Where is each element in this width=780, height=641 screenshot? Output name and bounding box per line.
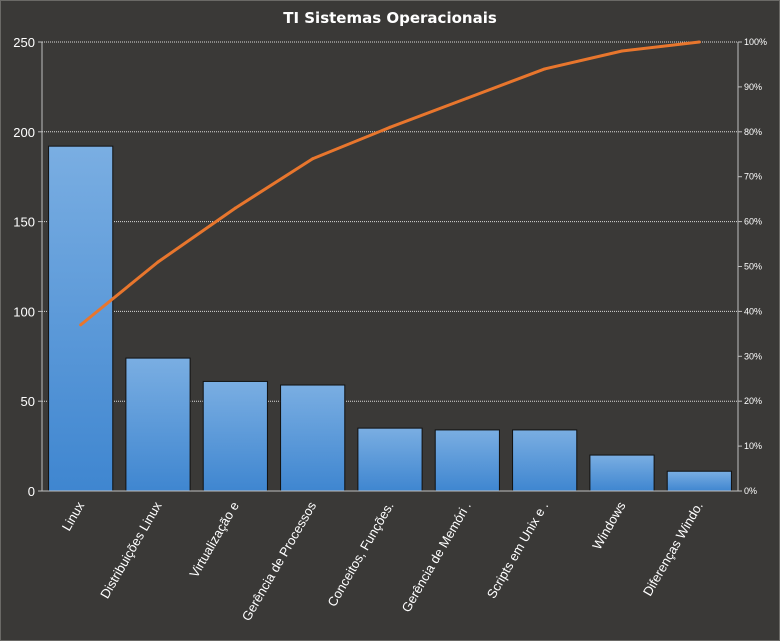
right-tick-label: 80% [744,127,762,137]
x-axis: Linux Distribuições Linux Virtualização eG… [42,490,738,624]
bar [280,384,346,492]
right-tick-label: 100% [744,37,767,47]
x-tick-label: Scripts em Unix e . [484,499,552,601]
right-axis: 0% 10% 20% 30% 40% 50% 60% 70% 80% 90% 100% [737,37,767,496]
left-tick-label: 100 [13,304,35,319]
right-tick-label: 50% [744,262,762,272]
left-axis: 0 50 100 150 200 250 [13,35,43,499]
cumulative-line-path [79,40,700,327]
bar [48,145,114,492]
line-point [465,96,469,100]
x-tick-label: Linux [59,499,88,534]
right-tick-label: 10% [744,441,762,451]
bar [357,427,423,492]
right-tick-label: 40% [744,306,762,316]
line-point [543,67,547,71]
line-point [79,323,83,327]
right-tick-label: 60% [744,217,762,227]
left-tick-label: 0 [28,484,35,499]
line-point [311,157,315,161]
line-point [620,49,624,53]
bars [48,145,732,492]
chart-title: TI Sistemas Operacionais [283,9,497,27]
right-tick-label: 20% [744,396,762,406]
left-tick-label: 250 [13,35,35,50]
line-point [233,206,237,210]
x-tick-label: Conceitos, Funções. [324,499,396,609]
right-tick-label: 30% [744,351,762,361]
bar [202,380,268,492]
line-point [697,40,701,44]
x-tick-label: Windows [589,499,629,553]
x-tick-label: Distribuições Linux [97,499,165,601]
x-tick-label: Gerência de Processos [239,499,320,624]
left-tick-label: 50 [21,394,35,409]
bar [125,357,191,492]
x-tick-label: Diferenças Windo. [640,499,706,598]
cumulative-line [79,40,701,327]
line-point [156,260,160,264]
x-tick-label: Virtualização e [186,499,242,580]
bar [434,429,500,492]
bar [512,429,578,492]
gridlines [42,41,738,402]
bar [589,454,655,492]
left-tick-label: 200 [13,125,35,140]
right-tick-label: 70% [744,172,762,182]
right-tick-label: 0% [744,486,757,496]
right-tick-label: 90% [744,82,762,92]
line-point [388,125,392,129]
bar [666,470,732,492]
left-tick-label: 150 [13,215,35,230]
x-tick-label: Gerência de Memóri . [398,499,473,615]
